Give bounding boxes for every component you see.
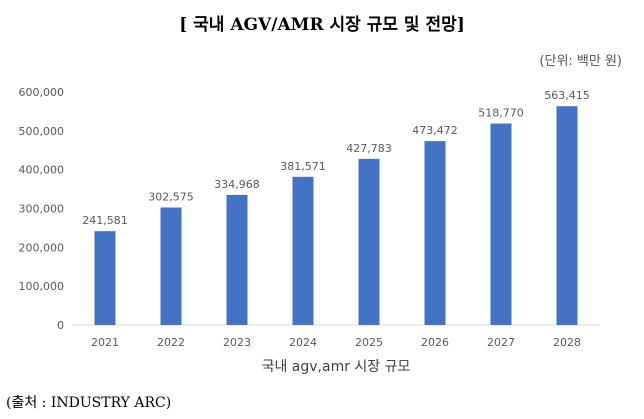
y-axis-ticks: 0 100,000 200,000 300,000 400,000 500,000 600,…: [19, 86, 65, 332]
y-tick-label: 600,000: [19, 86, 65, 99]
y-tick-label: 500,000: [19, 125, 65, 138]
x-tick-label-2027: 2027: [487, 336, 515, 349]
bar-2023: [226, 194, 248, 325]
value-label-2027: 518,770: [478, 107, 524, 120]
y-tick-label: 400,000: [19, 164, 65, 177]
chart-title: [ 국내 AGV/AMR 시장 규모 및 전망]: [179, 15, 465, 35]
y-tick-label: 200,000: [19, 241, 65, 254]
unit-note: (단위: 백만 원): [539, 54, 622, 69]
value-label-2022: 302,575: [148, 191, 194, 204]
x-tick-label-2028: 2028: [553, 336, 581, 349]
x-axis-ticks: 2021 2022 2023 2024 2025 2026 2027 2028: [91, 336, 581, 349]
y-tick-label: 0: [57, 319, 64, 332]
bar-2027: [490, 123, 512, 326]
x-tick-label-2021: 2021: [91, 336, 119, 349]
value-label-2026: 473,472: [412, 124, 458, 137]
x-axis-title: 국내 agv,amr 시장 규모: [262, 359, 411, 375]
value-label-2024: 381,571: [280, 160, 326, 173]
bars: [94, 106, 578, 326]
bar-2024: [292, 176, 314, 325]
bar-2021: [94, 231, 116, 325]
value-label-2023: 334,968: [214, 178, 260, 191]
x-tick-label-2025: 2025: [355, 336, 383, 349]
bar-2026: [424, 141, 446, 325]
x-tick-label-2023: 2023: [223, 336, 251, 349]
bar-2022: [160, 207, 182, 325]
bar-2028: [556, 106, 578, 325]
x-tick-label-2026: 2026: [421, 336, 449, 349]
y-tick-label: 300,000: [19, 203, 65, 216]
value-labels: 241,581 302,575 334,968 381,571 427,783 473,4…: [82, 89, 590, 227]
value-label-2028: 563,415: [544, 89, 590, 102]
x-tick-label-2024: 2024: [289, 336, 317, 349]
value-label-2021: 241,581: [82, 214, 128, 227]
value-label-2025: 427,783: [346, 142, 392, 155]
x-tick-label-2022: 2022: [157, 336, 185, 349]
y-tick-label: 100,000: [19, 280, 65, 293]
source-note: (출처 : INDUSTRY ARC): [6, 395, 172, 411]
bar-2025: [358, 158, 380, 325]
